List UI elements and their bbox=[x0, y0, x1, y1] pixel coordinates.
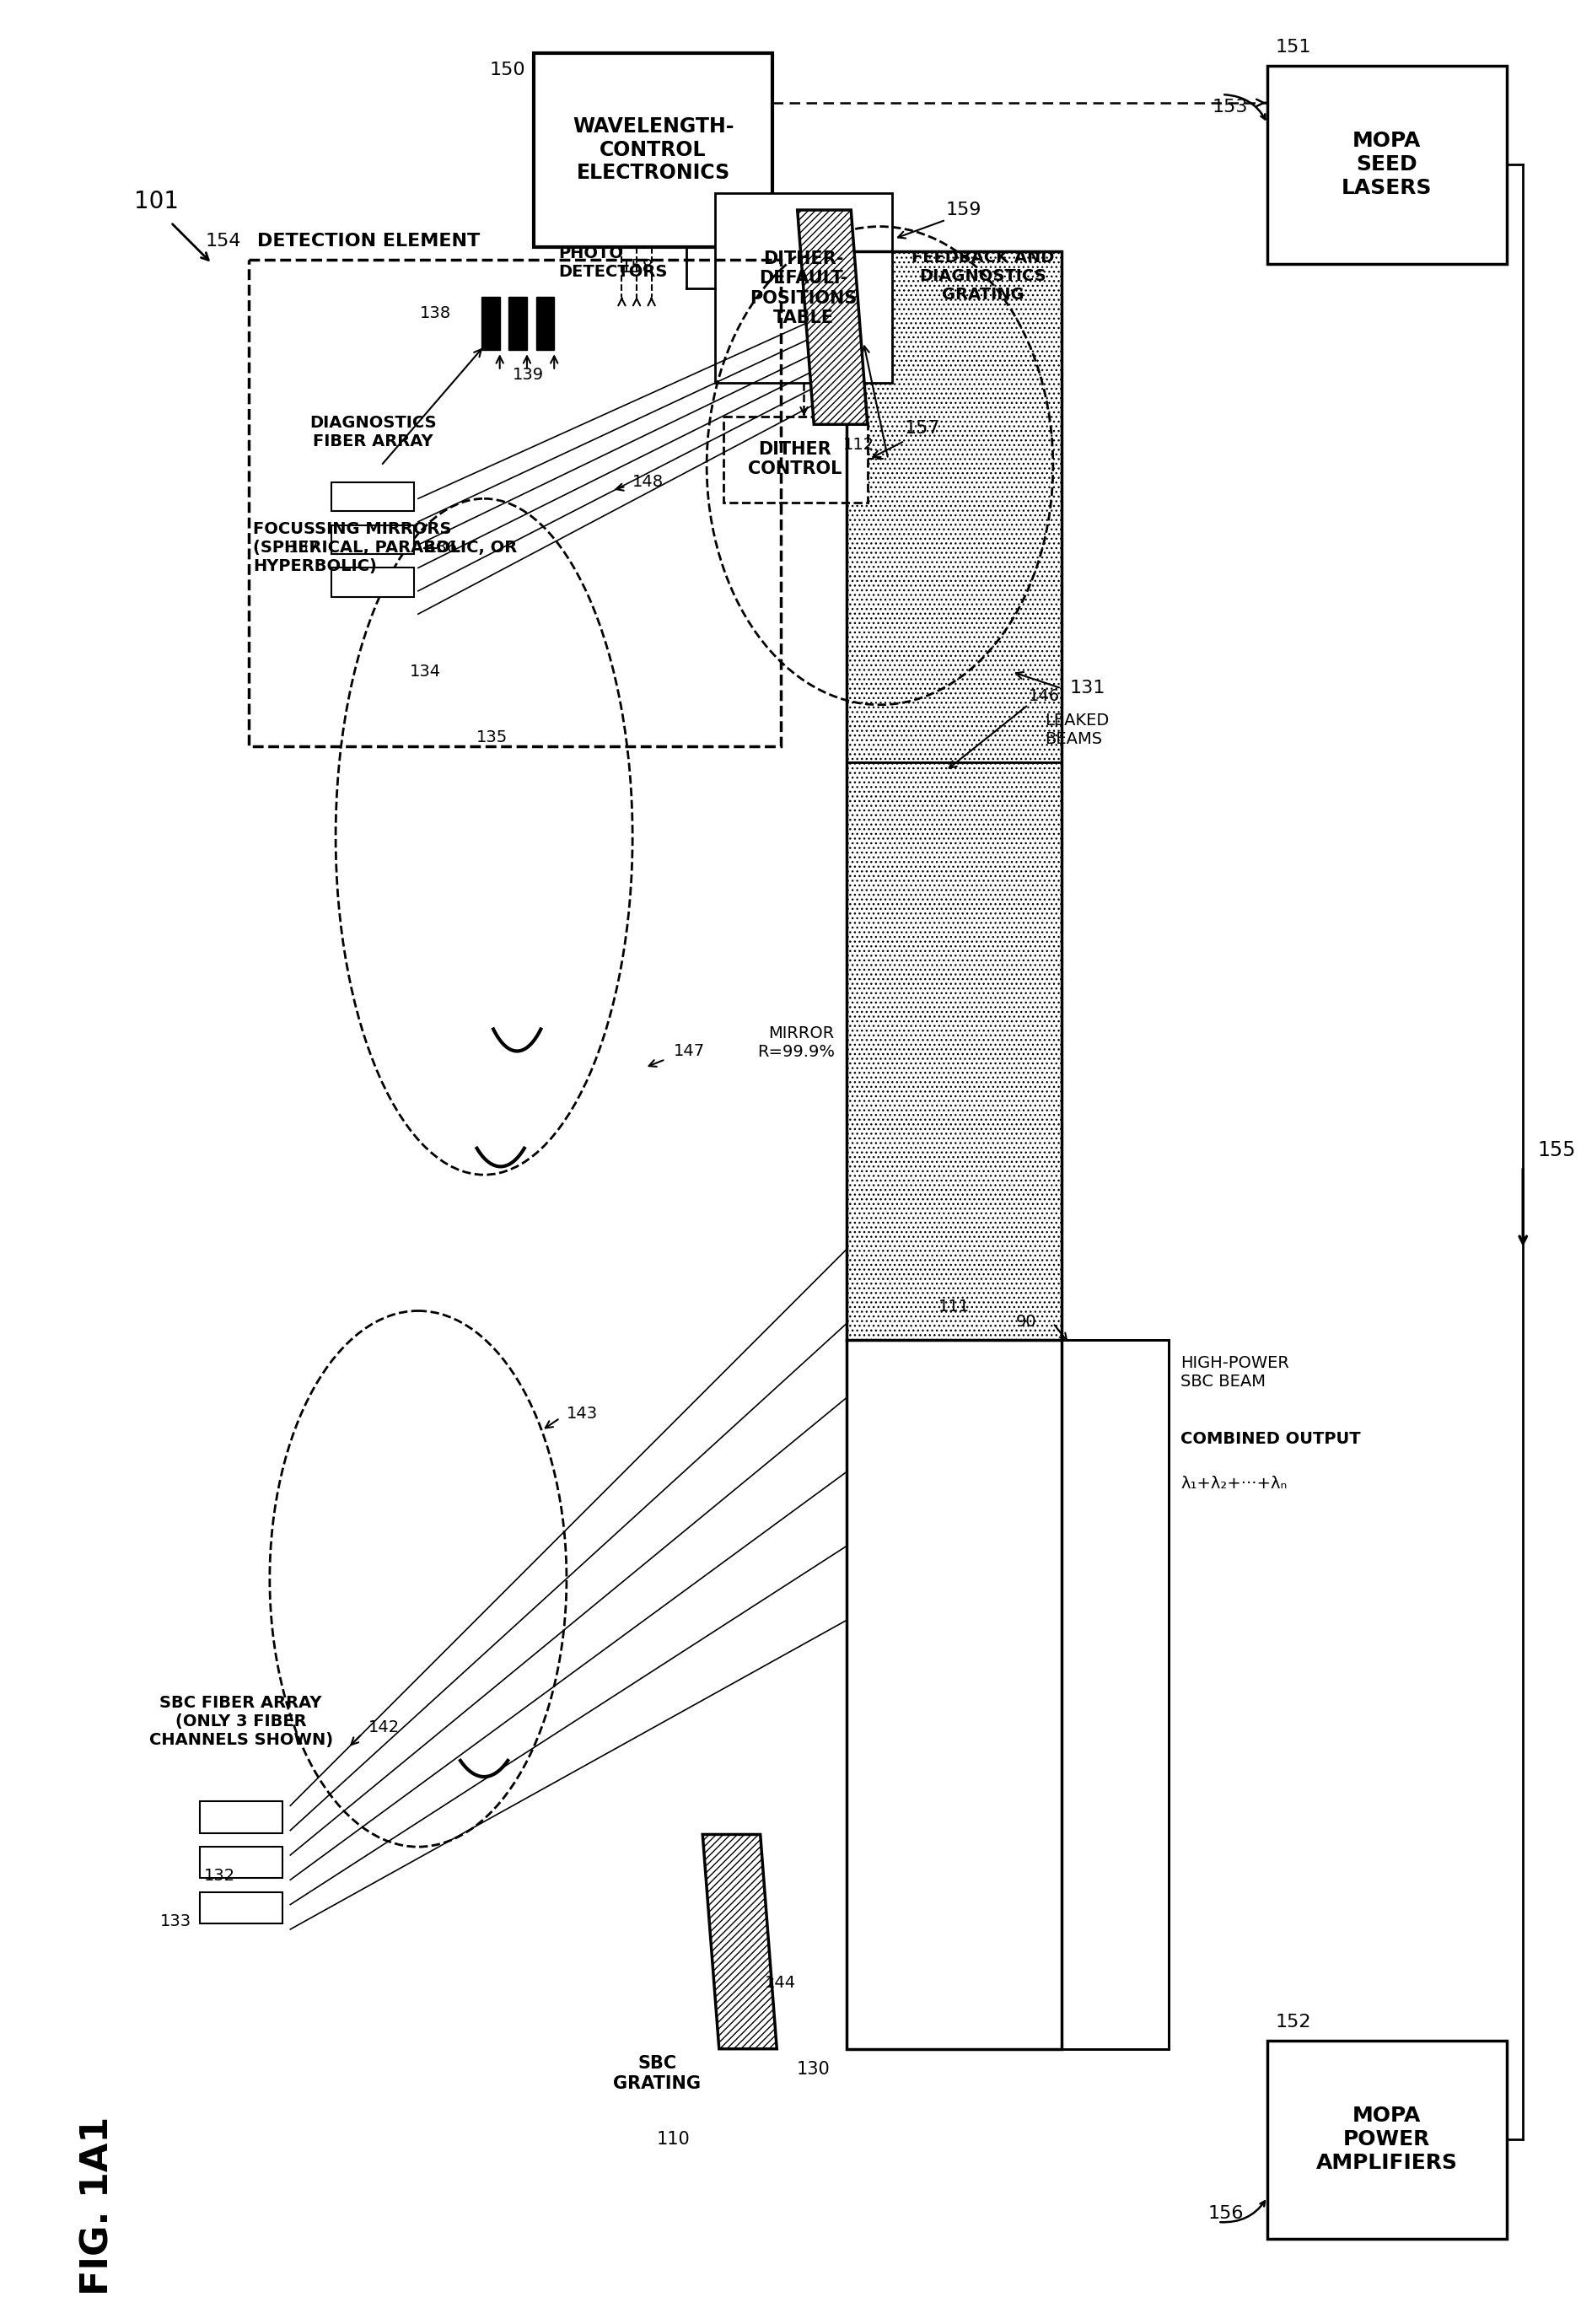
Text: 156: 156 bbox=[1208, 2205, 1244, 2222]
Text: 90: 90 bbox=[1015, 1313, 1037, 1329]
Text: HIGH-POWER
SBC BEAM: HIGH-POWER SBC BEAM bbox=[1181, 1355, 1290, 1390]
Text: WAVELENGTH-
CONTROL
ELECTRONICS: WAVELENGTH- CONTROL ELECTRONICS bbox=[572, 116, 734, 184]
Bar bbox=[536, 297, 555, 351]
Text: 139: 139 bbox=[512, 367, 544, 383]
Text: COMBINED OUTPUT: COMBINED OUTPUT bbox=[1181, 1432, 1361, 1446]
Bar bbox=[1061, 1339, 1168, 2050]
Text: 154: 154 bbox=[206, 232, 240, 249]
Text: 138: 138 bbox=[421, 304, 451, 321]
Text: 150: 150 bbox=[490, 60, 525, 79]
Text: DETECTION ELEMENT: DETECTION ELEMENT bbox=[258, 232, 481, 249]
Bar bbox=[847, 251, 1061, 762]
Text: 152: 152 bbox=[1276, 2015, 1312, 2031]
Text: 142: 142 bbox=[368, 1720, 400, 1736]
Text: MOPA
SEED
LASERS: MOPA SEED LASERS bbox=[1342, 130, 1432, 198]
Bar bbox=[199, 1801, 281, 1834]
Text: λ₁+λ₂+···+λₙ: λ₁+λ₂+···+λₙ bbox=[1181, 1476, 1287, 1492]
Text: 159: 159 bbox=[945, 202, 982, 218]
Text: 147: 147 bbox=[674, 1043, 705, 1060]
Bar bbox=[332, 481, 414, 511]
Text: 146: 146 bbox=[1028, 688, 1059, 704]
Bar bbox=[332, 525, 414, 553]
Bar bbox=[332, 567, 414, 597]
Bar bbox=[199, 1848, 281, 1878]
Bar bbox=[847, 1339, 1061, 2050]
Text: 110: 110 bbox=[658, 2131, 691, 2147]
Text: 143: 143 bbox=[566, 1406, 598, 1422]
Text: MIRROR
R=99.9%: MIRROR R=99.9% bbox=[757, 1025, 835, 1060]
Bar bbox=[847, 762, 1061, 1339]
Text: 131: 131 bbox=[1069, 681, 1105, 697]
Text: DITHER
CONTROL: DITHER CONTROL bbox=[748, 442, 843, 476]
Polygon shape bbox=[702, 1834, 776, 2050]
Text: 158: 158 bbox=[620, 260, 653, 277]
Text: 133: 133 bbox=[160, 1913, 191, 1929]
Bar bbox=[199, 1892, 281, 1924]
Text: LEAKED
BEAMS: LEAKED BEAMS bbox=[1045, 711, 1110, 746]
Text: 130: 130 bbox=[797, 2061, 830, 2078]
Polygon shape bbox=[797, 209, 868, 425]
Text: 112: 112 bbox=[843, 437, 874, 453]
Bar bbox=[715, 193, 892, 383]
Text: 148: 148 bbox=[632, 474, 664, 490]
Bar bbox=[1061, 1339, 1168, 2050]
Text: 111: 111 bbox=[939, 1299, 969, 1315]
Text: MOPA
POWER
AMPLIFIERS: MOPA POWER AMPLIFIERS bbox=[1315, 2106, 1458, 2173]
Text: 155: 155 bbox=[1538, 1141, 1576, 1160]
Text: DIAGNOSTICS
FIBER ARRAY: DIAGNOSTICS FIBER ARRAY bbox=[310, 414, 436, 449]
Text: 157: 157 bbox=[904, 421, 941, 437]
Bar bbox=[1268, 2040, 1507, 2238]
Text: 134: 134 bbox=[409, 665, 441, 681]
Text: FIG. 1A1: FIG. 1A1 bbox=[81, 2115, 117, 2296]
Text: SBC FIBER ARRAY
(ONLY 3 FIBER
CHANNELS SHOWN): SBC FIBER ARRAY (ONLY 3 FIBER CHANNELS S… bbox=[149, 1694, 334, 1748]
Text: FEEDBACK AND
DIAGNOSTICS
GRATING: FEEDBACK AND DIAGNOSTICS GRATING bbox=[912, 249, 1055, 302]
Bar bbox=[1268, 65, 1507, 263]
Text: 135: 135 bbox=[476, 730, 508, 746]
Bar bbox=[533, 53, 773, 246]
Bar bbox=[847, 251, 1061, 2050]
Text: DITHER-
DEFAULT-
POSITIONS
TABLE: DITHER- DEFAULT- POSITIONS TABLE bbox=[749, 251, 857, 325]
Text: PHOTO
DETECTORS: PHOTO DETECTORS bbox=[558, 246, 667, 281]
Bar bbox=[482, 297, 500, 351]
Text: 137: 137 bbox=[288, 539, 319, 555]
Text: 132: 132 bbox=[204, 1868, 236, 1885]
Text: 144: 144 bbox=[765, 1975, 795, 1992]
Bar bbox=[250, 260, 781, 746]
Text: FOCUSSING MIRRORS
(SPHERICAL, PARABOLIC, OR
HYPERBOLIC): FOCUSSING MIRRORS (SPHERICAL, PARABOLIC,… bbox=[253, 521, 517, 574]
Bar bbox=[509, 297, 526, 351]
Text: 153: 153 bbox=[1213, 98, 1249, 116]
Text: 151: 151 bbox=[1276, 40, 1312, 56]
Text: SBC
GRATING: SBC GRATING bbox=[613, 2054, 700, 2092]
Text: 101: 101 bbox=[134, 191, 179, 214]
Bar bbox=[723, 416, 868, 502]
Text: 136: 136 bbox=[427, 539, 457, 555]
